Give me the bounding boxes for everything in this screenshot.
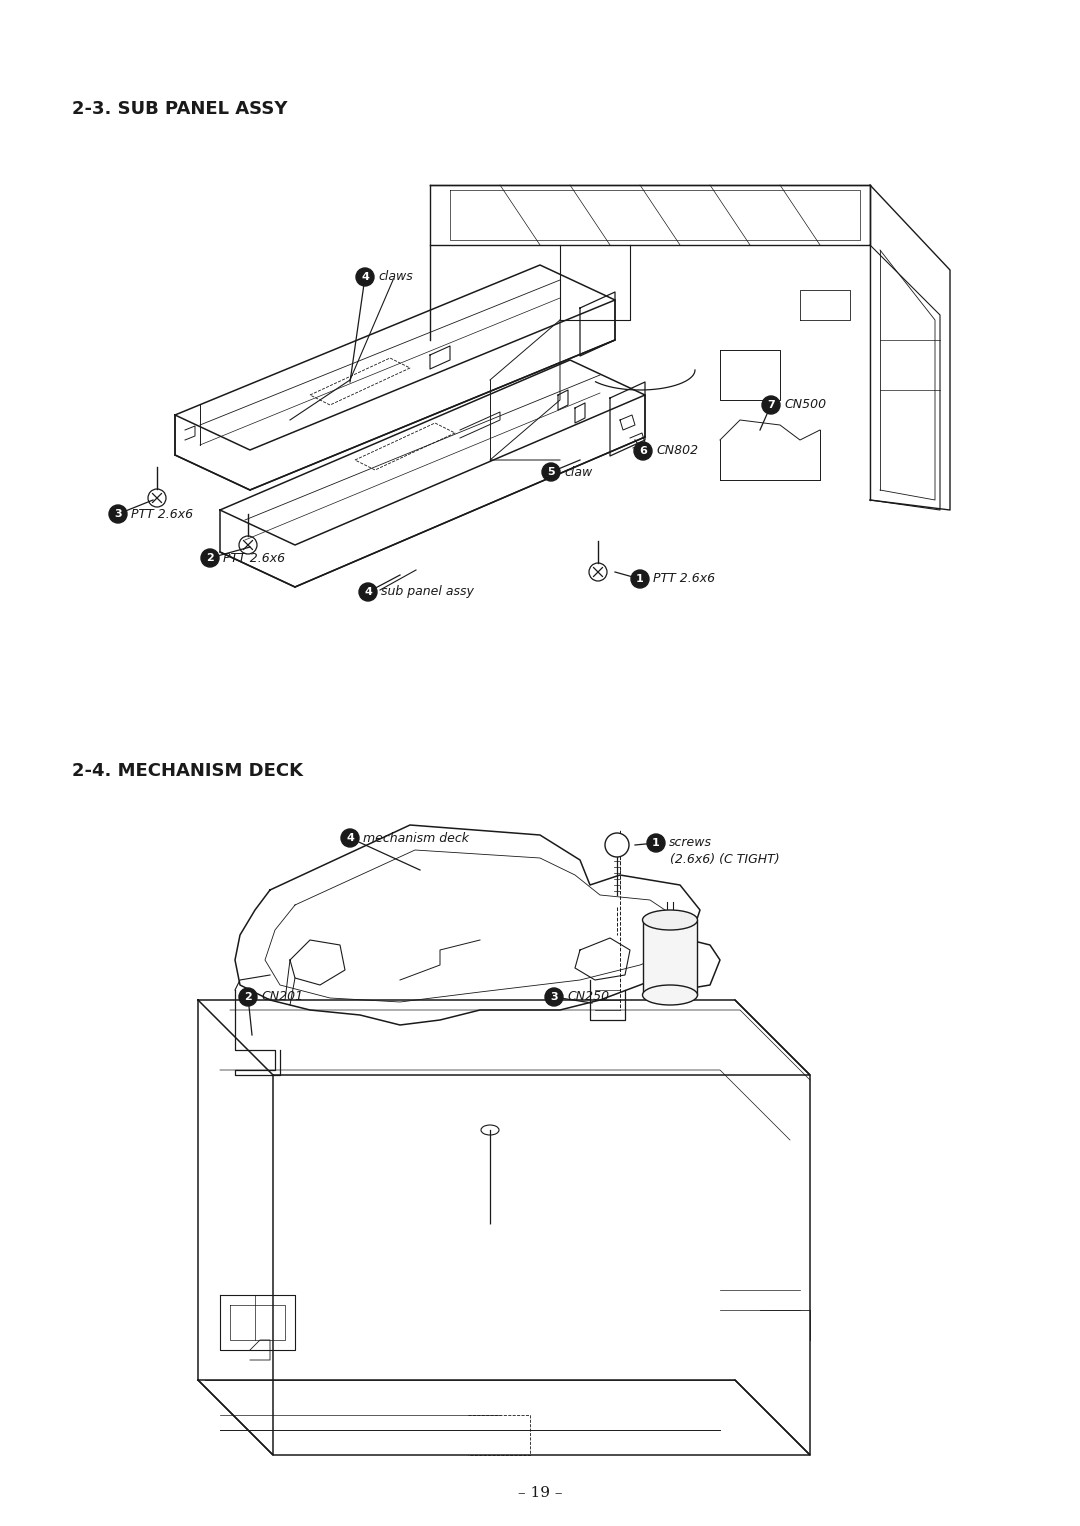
Text: 4: 4: [361, 272, 369, 282]
Text: 3: 3: [550, 992, 557, 1003]
Circle shape: [341, 829, 359, 847]
Text: 2: 2: [244, 992, 252, 1003]
Circle shape: [239, 987, 257, 1006]
Circle shape: [201, 549, 219, 568]
Circle shape: [359, 583, 377, 601]
Text: mechanism deck: mechanism deck: [363, 832, 469, 844]
Text: (2.6x6) (C TIGHT): (2.6x6) (C TIGHT): [670, 853, 780, 865]
Text: PTT 2.6x6: PTT 2.6x6: [131, 508, 193, 520]
Text: claw: claw: [564, 465, 592, 479]
Circle shape: [356, 269, 374, 285]
Circle shape: [762, 397, 780, 414]
Text: CN500: CN500: [784, 398, 826, 412]
Text: 5: 5: [548, 467, 555, 478]
Circle shape: [542, 462, 561, 481]
Circle shape: [605, 833, 629, 858]
Text: CN201: CN201: [261, 990, 303, 1004]
Text: CN250: CN250: [567, 990, 609, 1004]
Ellipse shape: [481, 1225, 499, 1235]
Circle shape: [634, 443, 652, 459]
Ellipse shape: [643, 984, 698, 1006]
Circle shape: [545, 987, 563, 1006]
Circle shape: [647, 835, 665, 852]
Circle shape: [631, 571, 649, 588]
Polygon shape: [643, 920, 697, 995]
Text: 1: 1: [652, 838, 660, 848]
Text: PTT 2.6x6: PTT 2.6x6: [653, 572, 715, 586]
Text: 1: 1: [636, 574, 644, 584]
Ellipse shape: [643, 909, 698, 929]
Text: PTT 2.6x6: PTT 2.6x6: [222, 551, 285, 565]
Text: sub panel assy: sub panel assy: [381, 586, 474, 598]
Text: 2: 2: [206, 552, 214, 563]
Text: – 19 –: – 19 –: [517, 1486, 563, 1500]
Text: claws: claws: [378, 270, 413, 284]
Text: 4: 4: [346, 833, 354, 842]
Text: 2-4. MECHANISM DECK: 2-4. MECHANISM DECK: [72, 761, 303, 780]
Text: 3: 3: [114, 510, 122, 519]
Text: 2-3. SUB PANEL ASSY: 2-3. SUB PANEL ASSY: [72, 101, 287, 118]
Text: 4: 4: [364, 588, 372, 597]
Text: 7: 7: [767, 400, 774, 410]
Text: CN802: CN802: [656, 444, 698, 458]
Circle shape: [109, 505, 127, 523]
Text: 6: 6: [639, 446, 647, 456]
Text: screws: screws: [669, 836, 712, 850]
